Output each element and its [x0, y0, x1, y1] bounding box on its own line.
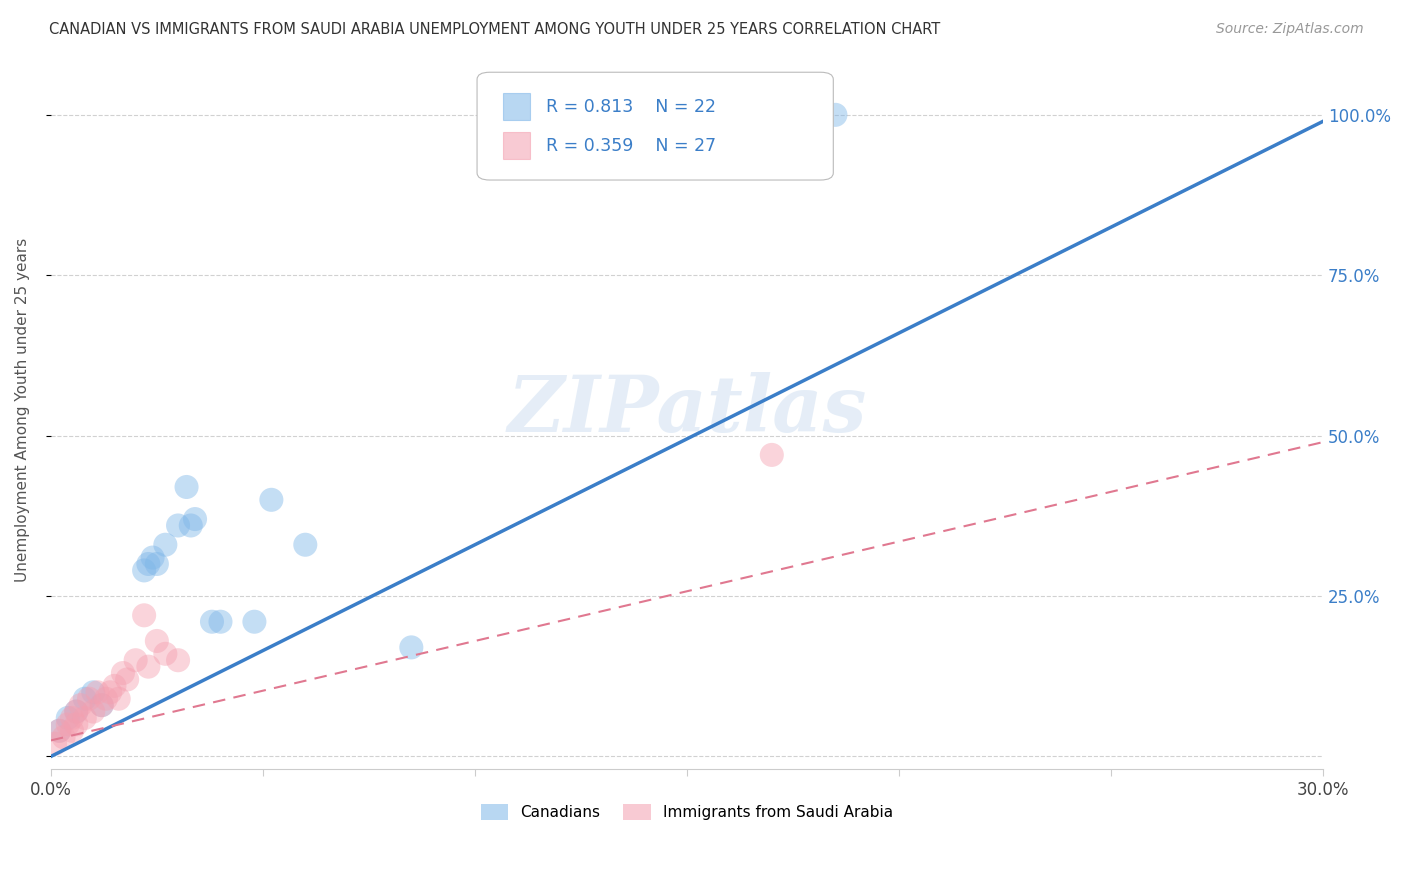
Point — [134, 563, 156, 577]
FancyBboxPatch shape — [502, 93, 530, 120]
Point — [124, 653, 146, 667]
Point — [60, 711, 83, 725]
Text: Source: ZipAtlas.com: Source: ZipAtlas.com — [1216, 22, 1364, 37]
Point — [294, 538, 316, 552]
Point — [138, 659, 160, 673]
Point — [138, 557, 160, 571]
Point — [824, 108, 846, 122]
Point — [146, 557, 169, 571]
Point — [48, 723, 70, 738]
Point — [142, 550, 165, 565]
Point — [52, 730, 75, 744]
Point — [167, 518, 190, 533]
Point — [60, 723, 83, 738]
Point — [180, 518, 202, 533]
Y-axis label: Unemployment Among Youth under 25 years: Unemployment Among Youth under 25 years — [15, 238, 30, 582]
FancyBboxPatch shape — [502, 132, 530, 159]
Point — [44, 737, 66, 751]
Point — [761, 448, 783, 462]
Point — [98, 685, 121, 699]
Point — [73, 691, 96, 706]
Point — [184, 512, 207, 526]
Point — [260, 492, 283, 507]
Point — [69, 698, 91, 713]
Point — [176, 480, 198, 494]
Point — [65, 705, 87, 719]
Point — [86, 685, 108, 699]
Point — [65, 705, 87, 719]
Point — [90, 698, 112, 713]
Point — [201, 615, 224, 629]
Point — [73, 711, 96, 725]
Point — [90, 698, 112, 713]
Point — [82, 685, 104, 699]
Point — [82, 705, 104, 719]
Point — [401, 640, 423, 655]
Point — [111, 666, 134, 681]
Text: ZIPatlas: ZIPatlas — [508, 372, 866, 449]
Point — [65, 717, 87, 731]
Point — [56, 717, 79, 731]
Point — [103, 679, 125, 693]
Legend: Canadians, Immigrants from Saudi Arabia: Canadians, Immigrants from Saudi Arabia — [475, 798, 900, 826]
Point — [115, 673, 138, 687]
Point — [134, 608, 156, 623]
Text: R = 0.359    N = 27: R = 0.359 N = 27 — [546, 136, 716, 154]
Point — [243, 615, 266, 629]
Point — [146, 634, 169, 648]
Point — [155, 538, 177, 552]
Point — [77, 691, 100, 706]
Point — [48, 723, 70, 738]
Point — [107, 691, 129, 706]
Text: R = 0.813    N = 22: R = 0.813 N = 22 — [546, 98, 716, 116]
Point — [167, 653, 190, 667]
Point — [56, 711, 79, 725]
FancyBboxPatch shape — [477, 72, 834, 180]
Point — [94, 691, 117, 706]
Text: CANADIAN VS IMMIGRANTS FROM SAUDI ARABIA UNEMPLOYMENT AMONG YOUTH UNDER 25 YEARS: CANADIAN VS IMMIGRANTS FROM SAUDI ARABIA… — [49, 22, 941, 37]
Point — [209, 615, 232, 629]
Point — [155, 647, 177, 661]
